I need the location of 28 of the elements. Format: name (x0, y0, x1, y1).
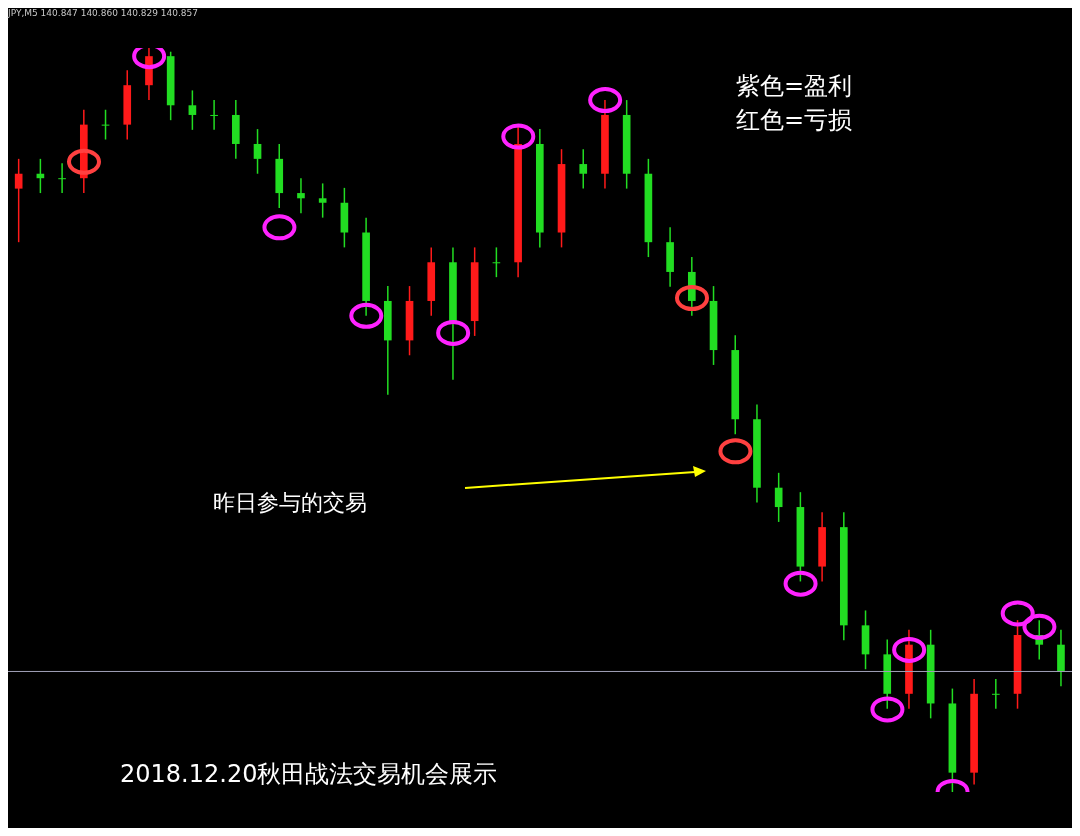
text: 2018.12.20秋田战法交易机会展示 (120, 759, 498, 790)
candlestick (774, 472, 783, 523)
candlestick (188, 89, 197, 131)
point (1000, 600, 1035, 627)
point (349, 302, 384, 329)
annotation: 红色=亏损 (736, 105, 853, 136)
candlestick (14, 158, 23, 243)
point (67, 148, 101, 175)
point (436, 319, 471, 346)
candlestick (58, 162, 66, 194)
candlestick (991, 678, 1000, 710)
point (262, 214, 297, 241)
annotation: 昨日参与的交易 (213, 489, 367, 517)
candlestick (579, 148, 588, 190)
candlestick (253, 128, 262, 175)
text: JPY,M5 140.847 140.860 140.829 140.857 (8, 8, 199, 18)
candlestick (318, 182, 327, 219)
candlestick (210, 99, 218, 131)
point (1022, 613, 1057, 640)
annotation: 紫色=盈利 (736, 71, 853, 102)
point (892, 636, 927, 663)
point (870, 696, 905, 723)
point (783, 570, 818, 597)
point (675, 284, 709, 311)
point (501, 123, 536, 150)
point (718, 438, 753, 465)
point (588, 87, 623, 114)
candlestick (297, 177, 305, 214)
